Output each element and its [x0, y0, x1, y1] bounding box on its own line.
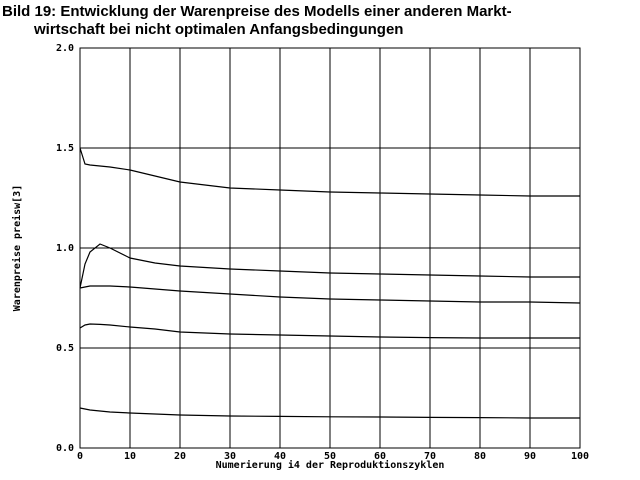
x-tick-label: 10	[124, 451, 136, 462]
chart-title: Bild 19: Entwicklung der Warenpreise des…	[2, 3, 512, 20]
data-line	[79, 243, 580, 289]
data-line	[79, 323, 580, 339]
x-tick-label: 40	[274, 451, 286, 462]
x-tick-label: 50	[324, 451, 336, 462]
x-tick-label: 80	[474, 451, 486, 462]
x-axis-label: Numerierung i4 der Reproduktionszyklen	[216, 459, 445, 471]
y-tick-label: 0.5	[56, 343, 74, 354]
y-tick-label: 1.5	[56, 143, 74, 154]
y-axis-label: Warenpreise preisw[3]	[11, 185, 23, 311]
chart-title: wirtschaft bei nicht optimalen Anfangsbe…	[33, 21, 403, 38]
x-tick-label: 90	[524, 451, 536, 462]
x-tick-label: 30	[224, 451, 236, 462]
data-line	[79, 285, 581, 304]
x-tick-label: 0	[77, 451, 83, 462]
x-tick-label: 70	[424, 451, 436, 462]
data-line	[79, 407, 580, 419]
x-tick-label: 60	[374, 451, 386, 462]
x-tick-label: 20	[174, 451, 186, 462]
x-tick-label: 100	[571, 451, 589, 462]
y-tick-label: 2.0	[56, 43, 74, 54]
data-line	[79, 147, 580, 197]
y-tick-label: 1.0	[56, 243, 74, 254]
y-tick-label: 0.0	[56, 443, 74, 454]
